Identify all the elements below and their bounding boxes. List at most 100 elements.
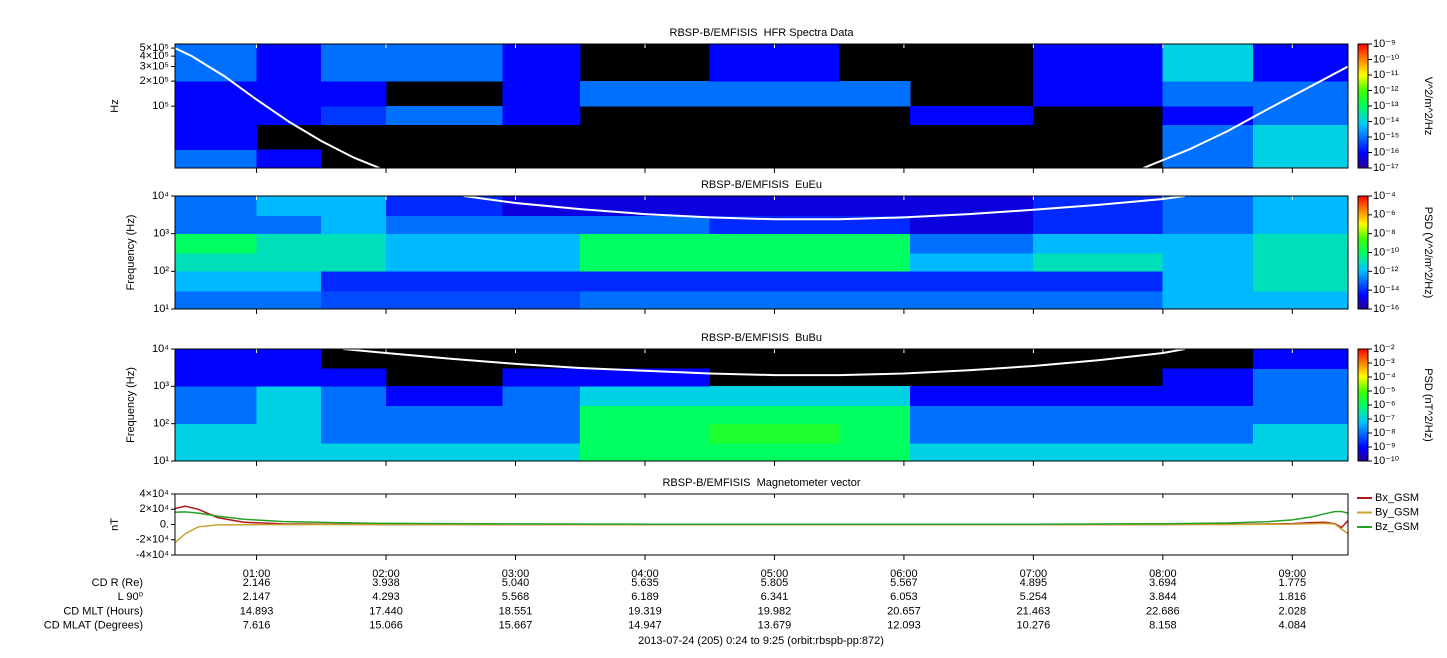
heatmap-cell: [256, 349, 322, 369]
panel-title: RBSP-B/EMFISIS BuBu: [701, 332, 822, 344]
heatmap-cell: [579, 215, 710, 234]
heatmap-cell: [1033, 405, 1164, 424]
heatmap-cell: [175, 80, 257, 107]
colorbar-tick-label: 10⁻¹²: [1373, 265, 1399, 277]
y-tick-label: 10⁵: [152, 100, 169, 112]
heatmap-cell: [256, 442, 322, 461]
y-tick-label: 10³: [153, 228, 169, 240]
heatmap-cell: [709, 423, 840, 444]
heatmap-cell: [256, 215, 322, 234]
colorbar-tick-label: 10⁻¹⁴: [1373, 284, 1400, 296]
heatmap-cell: [321, 253, 387, 272]
legend-label: Bz_GSM: [1375, 521, 1419, 533]
heatmap-cell: [1162, 80, 1254, 107]
y-axis-label: nT: [109, 518, 121, 531]
colorbar-tick-label: 10⁻¹⁰: [1373, 53, 1400, 65]
ephemeris-value: 5.568: [502, 591, 530, 603]
heatmap-cell: [321, 368, 387, 387]
heatmap-cell: [579, 423, 710, 444]
heatmap-cell: [502, 368, 581, 387]
heatmap-cell: [385, 44, 503, 82]
heatmap-cell: [1162, 215, 1254, 234]
heatmap-cell: [502, 405, 581, 424]
panel-title: RBSP-B/EMFISIS HFR Spectra Data: [670, 27, 855, 39]
x-tick-label: 01:00: [243, 568, 271, 580]
heatmap-cell: [1162, 105, 1254, 125]
y-tick-label: -4×10⁴: [136, 549, 169, 561]
colorbar-label: PSD (V^2/m^2/Hz): [1422, 207, 1434, 299]
heatmap-cell: [579, 233, 710, 254]
ephemeris-value: 5.635: [631, 577, 659, 589]
heatmap-cell: [1033, 253, 1164, 272]
ephemeris-value: 17.440: [369, 605, 403, 617]
heatmap-cell: [321, 80, 387, 107]
heatmap-cell: [175, 386, 257, 407]
x-tick-label: 09:00: [1279, 568, 1307, 580]
ephemeris-value: 20.657: [887, 605, 921, 617]
heatmap-cell: [175, 442, 257, 461]
heatmap-cell: [1033, 290, 1164, 309]
heatmap-cell: [175, 349, 257, 369]
heatmap-cell: [385, 233, 503, 254]
heatmap-cell: [579, 80, 710, 107]
heatmap-cell: [502, 80, 581, 107]
series-line: [343, 349, 1186, 377]
colorbar: [1357, 43, 1369, 169]
heatmap-cell: [1253, 253, 1348, 272]
heatmap-cell: [709, 44, 840, 82]
ephemeris-value: 1.775: [1279, 577, 1307, 589]
heatmap-cell: [910, 253, 1034, 272]
colorbar-tick-label: 10⁻⁹: [1373, 38, 1396, 50]
ephemeris-label: L 90⁰: [118, 591, 144, 603]
colorbar-tick-label: 10⁻³: [1373, 357, 1395, 369]
y-tick-label: 3×10⁵: [140, 60, 169, 72]
colorbar-tick-label: 10⁻⁷: [1373, 413, 1395, 425]
ephemeris-value: 19.319: [628, 605, 662, 617]
heatmap-cell: [1162, 196, 1254, 216]
heatmap-cell: [321, 215, 387, 234]
heatmap-cell: [579, 290, 710, 309]
heatmap-cell: [1253, 349, 1348, 369]
heatmap-cell: [385, 215, 503, 234]
heatmap-cell: [175, 44, 257, 82]
ephemeris-value: 21.463: [1017, 605, 1051, 617]
ephemeris-value: 3.694: [1149, 577, 1177, 589]
heatmap-cell: [1253, 80, 1348, 107]
heatmap-cell: [385, 442, 503, 461]
heatmap-cell: [502, 233, 581, 254]
heatmap-cell: [256, 44, 322, 82]
colorbar-tick-label: 10⁻⁹: [1373, 441, 1396, 453]
heatmap-cell: [321, 442, 387, 461]
heatmap-cell: [1162, 442, 1254, 461]
heatmap-cell: [1253, 233, 1348, 254]
heatmap-cell: [175, 149, 257, 168]
colorbar-tick-label: 10⁻¹²: [1373, 84, 1399, 96]
ephemeris-value: 14.947: [628, 620, 662, 632]
heatmap-cell: [709, 386, 840, 407]
heatmap-cell: [1162, 124, 1254, 150]
heatmap-cell: [321, 105, 387, 125]
heatmap-cell: [910, 442, 1034, 461]
ephemeris-value: 5.040: [502, 577, 530, 589]
heatmap-cell: [502, 290, 581, 309]
heatmap-cell: [838, 442, 911, 461]
heatmap-cell: [910, 196, 1034, 216]
x-tick-label: 08:00: [1149, 568, 1177, 580]
heatmap-cell: [709, 271, 840, 292]
heatmap: [175, 44, 1348, 168]
heatmap-cell: [838, 290, 911, 309]
heatmap-cell: [175, 105, 257, 125]
heatmap-cell: [709, 442, 840, 461]
ephemeris-value: 10.276: [1017, 620, 1051, 632]
plot-frame: [174, 348, 1349, 462]
y-axis-label: Frequency (Hz): [125, 367, 137, 443]
heatmap-cell: [256, 196, 322, 216]
heatmap: [175, 349, 1348, 461]
heatmap-cell: [385, 290, 503, 309]
heatmap-cell: [502, 271, 581, 292]
heatmap-cell: [256, 290, 322, 309]
heatmap-cell: [256, 386, 322, 407]
heatmap-cell: [385, 423, 503, 444]
heatmap-cell: [385, 105, 503, 125]
heatmap-cell: [579, 405, 710, 424]
